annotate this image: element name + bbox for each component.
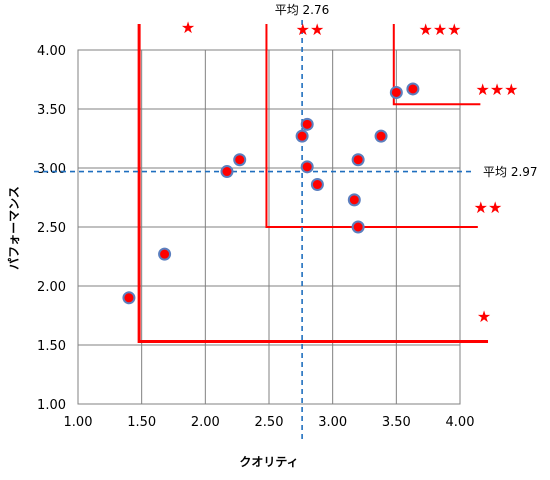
tier-1-boundary <box>137 24 489 343</box>
star-label-y-2: ★★ <box>474 198 503 217</box>
star-label-x-3: ★★★ <box>418 20 461 39</box>
y-tick-label: 3.50 <box>37 103 66 118</box>
x-tick-label: 2.50 <box>255 415 284 430</box>
tier-3-boundary <box>392 24 481 106</box>
mean-x-label: 平均 2.76 <box>275 3 330 17</box>
data-point <box>310 178 324 192</box>
x-tick-label: 3.00 <box>318 415 347 430</box>
y-tick-label: 3.00 <box>37 162 66 177</box>
y-tick-label: 1.00 <box>37 398 66 413</box>
data-point <box>374 129 388 143</box>
x-tick-label: 2.00 <box>191 415 220 430</box>
data-point <box>158 247 172 261</box>
star-label-x-2: ★★ <box>296 20 325 39</box>
star-label-y-1: ★ <box>477 307 491 326</box>
y-tick-label: 4.00 <box>37 44 66 59</box>
data-point <box>300 117 314 131</box>
x-tick-label: 3.50 <box>382 415 411 430</box>
data-point <box>295 129 309 143</box>
data-point <box>233 153 247 167</box>
tier-2-boundary <box>265 24 478 228</box>
data-point <box>122 291 136 305</box>
data-point <box>406 82 420 96</box>
data-point <box>389 85 403 99</box>
data-point <box>300 160 314 174</box>
star-label-x-1: ★ <box>181 18 195 37</box>
x-tick-label: 1.00 <box>64 415 93 430</box>
data-point <box>220 165 234 179</box>
mean-y-label: 平均 2.97 <box>483 165 538 179</box>
star-label-y-3: ★★★ <box>475 80 518 99</box>
y-axis-label: パフォーマンス <box>7 186 21 270</box>
data-point <box>351 220 365 234</box>
y-tick-label: 2.50 <box>37 221 66 236</box>
x-tick-label: 4.00 <box>446 415 475 430</box>
x-tick-label: 1.50 <box>127 415 156 430</box>
y-tick-label: 2.00 <box>37 280 66 295</box>
data-point <box>347 193 361 207</box>
y-tick-label: 1.50 <box>37 339 66 354</box>
x-axis-label: クオリティ <box>239 455 298 469</box>
data-point <box>351 153 365 167</box>
